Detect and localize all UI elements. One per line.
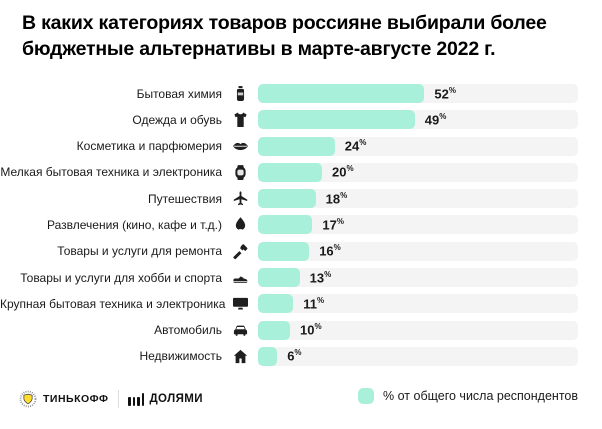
chart-row: Мелкая бытовая техника и электроника 20% bbox=[0, 162, 578, 182]
category-label: Товары и услуги для хобби и спорта bbox=[20, 270, 222, 285]
lips-icon bbox=[222, 138, 258, 155]
category-label: Развлечения (кино, кафе и т.д.) bbox=[47, 217, 222, 232]
bar bbox=[258, 189, 316, 209]
bar-chart: Бытовая химия 52% Одежда и обувь 49% Кос… bbox=[0, 84, 578, 373]
tshirt-icon bbox=[222, 111, 258, 128]
legend: % от общего числа респондентов bbox=[358, 388, 578, 404]
bar-track: 11% bbox=[258, 294, 578, 314]
bar-track: 16% bbox=[258, 241, 578, 261]
bar-track: 20% bbox=[258, 162, 578, 182]
bar bbox=[258, 84, 425, 103]
monitor-icon bbox=[222, 295, 258, 312]
bar bbox=[258, 110, 415, 130]
value-label: 18% bbox=[325, 190, 348, 207]
chart-row: Косметика и парфюмерия 24% bbox=[0, 136, 578, 156]
chart-title: В каких категориях товаров россияне выби… bbox=[22, 12, 547, 60]
footer-divider bbox=[118, 390, 120, 408]
category-label: Бытовая химия bbox=[136, 86, 222, 101]
category-label: Недвижимость bbox=[139, 349, 222, 364]
value-label: 16% bbox=[319, 243, 341, 259]
footer-logos: ТИНЬКОФФ ДОЛЯМИ bbox=[19, 390, 203, 408]
bar-track: 52% bbox=[258, 84, 578, 103]
chart-row: Товары и услуги для хобби и спорта 13% bbox=[0, 268, 578, 288]
bar bbox=[258, 215, 313, 235]
category-label: Путешествия bbox=[147, 191, 222, 206]
value-label: 17% bbox=[322, 217, 344, 233]
chart-row: Недвижимость 6% bbox=[0, 346, 578, 366]
chart-row: Путешествия 18% bbox=[0, 189, 578, 209]
category-label: Товары и услуги для ремонта bbox=[57, 244, 222, 259]
bar bbox=[258, 320, 290, 340]
bar bbox=[258, 136, 335, 156]
category-label: Мелкая бытовая техника и электроника bbox=[0, 165, 222, 180]
value-label: 52% bbox=[434, 85, 456, 101]
value-label: 10% bbox=[300, 322, 322, 338]
bar-track: 13% bbox=[258, 268, 578, 288]
smartwatch-icon bbox=[222, 164, 258, 181]
dolyami-bars-icon bbox=[128, 392, 145, 406]
chart-row: Крупная бытовая техника и электроника 11… bbox=[0, 294, 578, 314]
chart-row: Автомобиль 10% bbox=[0, 320, 578, 340]
value-label: 6% bbox=[287, 348, 302, 364]
hammer-icon bbox=[222, 243, 258, 260]
value-label: 13% bbox=[309, 269, 332, 286]
bar bbox=[258, 294, 294, 314]
legend-label: % от общего числа респондентов bbox=[383, 389, 578, 403]
bar-track: 49% bbox=[258, 110, 578, 130]
value-label: 49% bbox=[424, 111, 447, 128]
cleaning-bottle-icon bbox=[222, 85, 258, 102]
bar bbox=[258, 162, 322, 182]
bar-track: 6% bbox=[258, 346, 578, 366]
chart-row: Развлечения (кино, кафе и т.д.) 17% bbox=[0, 215, 578, 235]
chart-row: Товары и услуги для ремонта 16% bbox=[0, 241, 578, 261]
car-icon bbox=[222, 322, 258, 339]
bar-track: 17% bbox=[258, 215, 578, 235]
category-label: Автомобиль bbox=[154, 323, 222, 338]
value-label: 24% bbox=[344, 138, 367, 154]
airplane-icon bbox=[222, 190, 258, 207]
legend-swatch bbox=[358, 388, 375, 404]
sneaker-icon bbox=[222, 269, 258, 286]
category-label: Одежда и обувь bbox=[132, 112, 222, 127]
bar bbox=[258, 346, 278, 366]
bar-track: 24% bbox=[258, 136, 578, 156]
chart-row: Одежда и обувь 49% bbox=[0, 110, 578, 130]
tinkoff-wordmark: ТИНЬКОФФ bbox=[43, 393, 109, 405]
dolyami-wordmark: ДОЛЯМИ bbox=[149, 393, 203, 405]
flame-icon bbox=[222, 216, 258, 233]
tinkoff-crest-icon bbox=[19, 390, 37, 408]
category-label: Косметика и парфюмерия bbox=[76, 139, 222, 154]
bar-track: 10% bbox=[258, 320, 578, 340]
bar-track: 18% bbox=[258, 189, 578, 209]
value-label: 11% bbox=[303, 296, 325, 312]
value-label: 20% bbox=[332, 164, 354, 180]
bar bbox=[258, 268, 300, 288]
chart-row: Бытовая химия 52% bbox=[0, 84, 578, 103]
bar bbox=[258, 241, 310, 261]
category-label: Крупная бытовая техника и электроника bbox=[0, 296, 226, 311]
house-icon bbox=[222, 348, 258, 365]
